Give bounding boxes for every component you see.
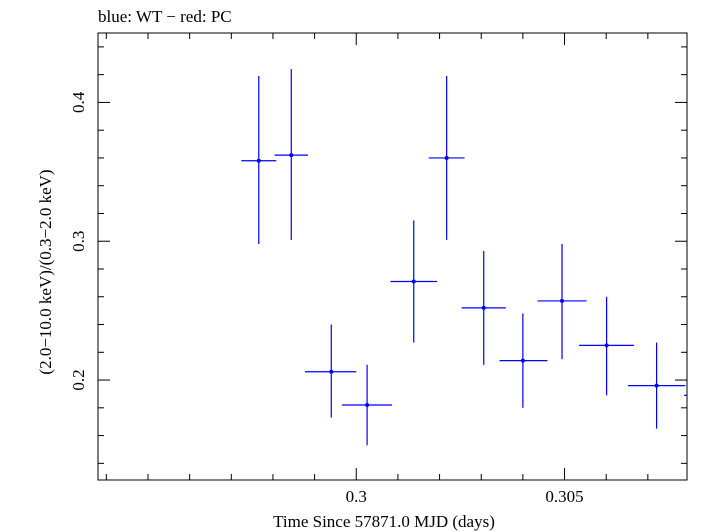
data-marker — [520, 358, 525, 363]
axis-ticks — [98, 33, 687, 480]
data-point — [390, 220, 438, 343]
data-marker — [289, 153, 294, 158]
data-marker — [411, 279, 416, 284]
data-point — [241, 76, 277, 245]
data-point — [627, 342, 686, 429]
data-point — [684, 394, 687, 396]
data-point — [537, 244, 587, 360]
data-marker — [560, 298, 565, 303]
axis-tick-labels: 0.3 0.305 0.2 0.3 0.4 — [69, 91, 584, 506]
y-tick-label: 0.4 — [69, 91, 88, 113]
data-point — [579, 296, 635, 396]
y-axis-label: (2.0−10.0 keV)/(0.3−2.0 keV) — [36, 169, 55, 374]
data-point — [499, 313, 548, 408]
y-tick-label: 0.3 — [69, 231, 88, 252]
data-point — [428, 76, 465, 240]
x-axis-label: Time Since 57871.0 MJD (days) — [273, 512, 495, 531]
data-marker — [481, 305, 486, 310]
data-point — [461, 250, 506, 365]
data-point — [342, 364, 393, 446]
data-point — [305, 324, 357, 418]
data-marker — [365, 403, 370, 408]
data-point — [274, 69, 308, 240]
data-marker — [329, 369, 334, 374]
data-marker — [604, 343, 609, 348]
chart-title: blue: WT − red: PC — [98, 7, 232, 26]
plot-frame — [97, 32, 688, 481]
y-tick-label: 0.2 — [69, 369, 88, 390]
x-tick-label: 0.3 — [346, 487, 367, 506]
data-marker — [444, 155, 449, 160]
data-points — [241, 69, 687, 446]
x-tick-label: 0.305 — [545, 487, 583, 506]
data-marker — [654, 383, 659, 388]
data-marker — [256, 158, 261, 163]
